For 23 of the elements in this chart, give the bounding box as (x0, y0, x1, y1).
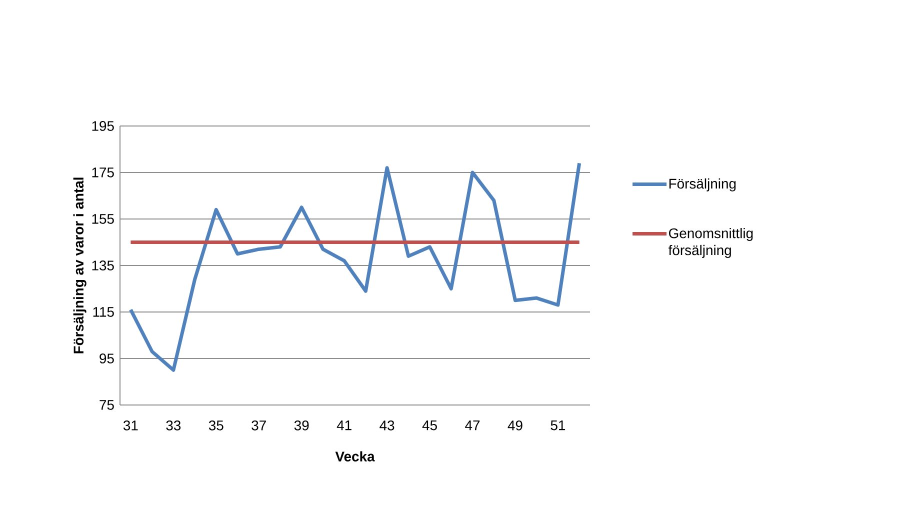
x-tick-label: 47 (465, 420, 480, 430)
legend-label: Försäljning (669, 178, 736, 192)
x-tick-label: 51 (550, 420, 566, 430)
y-tick-label: 115 (93, 307, 114, 317)
x-tick-label: 33 (166, 420, 181, 430)
legend-label: Genomsnittlig försäljning (668, 228, 753, 258)
y-tick-label: 155 (92, 214, 114, 224)
x-tick-label: 45 (422, 420, 437, 430)
y-tick-label: 135 (92, 260, 114, 270)
y-tick-label: 95 (100, 354, 114, 364)
y-tick-label: 175 (92, 168, 114, 178)
x-tick-label: 41 (336, 420, 352, 430)
y-tick-label: 75 (100, 400, 114, 410)
x-tick-label: 31 (123, 420, 138, 430)
line-series (128, 161, 582, 372)
x-tick-label: 49 (508, 420, 522, 430)
x-axis-title: Vecka (335, 451, 375, 462)
x-tick-label: 39 (294, 420, 309, 430)
x-tick-label: 43 (380, 420, 394, 430)
x-tick-label: 35 (208, 420, 224, 430)
y-axis-title: Försäljning av varor i antal (73, 178, 86, 354)
x-tick-label: 37 (252, 420, 266, 430)
y-tick-label: 195 (92, 121, 114, 131)
